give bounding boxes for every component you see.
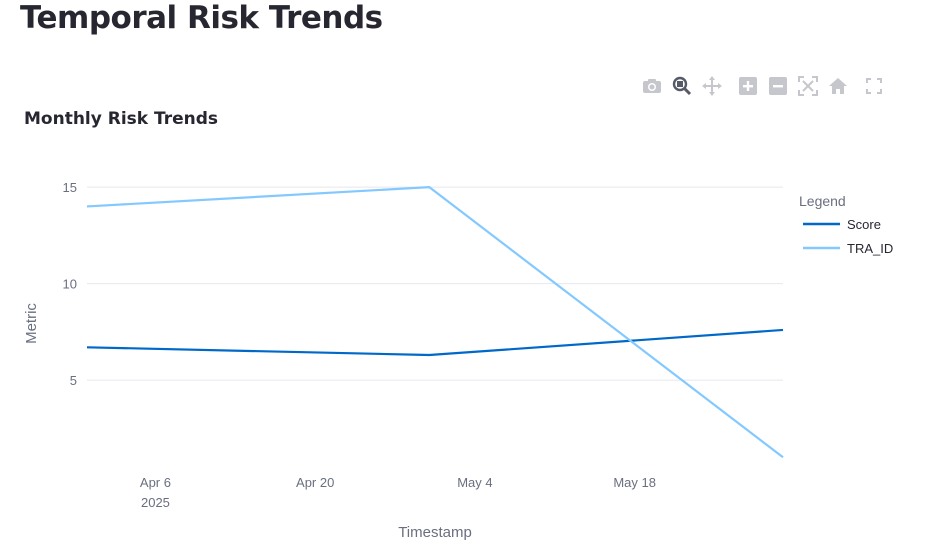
y-tick-label: 10 [63,277,77,292]
zoom-icon[interactable] [668,72,696,100]
series-lines [86,186,784,459]
y-tick-label: 5 [70,373,77,388]
x-tick-label: May 18 [613,475,656,490]
page-title: Temporal Risk Trends [20,0,383,36]
series-line-tra_id [86,186,784,459]
autoscale-icon[interactable] [794,72,822,100]
fullscreen-icon[interactable] [860,72,888,100]
zoom-in-icon[interactable] [734,72,762,100]
chart-title: Monthly Risk Trends [24,109,218,129]
camera-icon[interactable] [638,72,666,100]
x-tick-sublabel: 2025 [141,495,170,510]
legend-label: Score [847,217,881,232]
reset-axes-icon[interactable] [824,72,852,100]
pan-icon[interactable] [698,72,726,100]
series-line-score [86,328,784,357]
y-axis-ticks: 5 10 15 [63,180,77,388]
x-tick-label: Apr 20 [296,475,334,490]
x-axis-ticks: Apr 6 2025 Apr 20 May 4 May 18 [140,475,656,510]
zoom-out-icon[interactable] [764,72,792,100]
x-axis-title: Timestamp [398,524,472,541]
y-axis-title: Metric [23,303,40,344]
x-tick-label: May 4 [457,475,492,490]
legend: Legend Score TRA_ID [799,193,893,256]
legend-title: Legend [799,193,846,209]
chart-toolbar [638,72,888,100]
legend-label: TRA_ID [847,241,893,256]
x-tick-label: Apr 6 [140,475,171,490]
gridlines [87,186,783,381]
y-tick-label: 15 [63,180,77,195]
